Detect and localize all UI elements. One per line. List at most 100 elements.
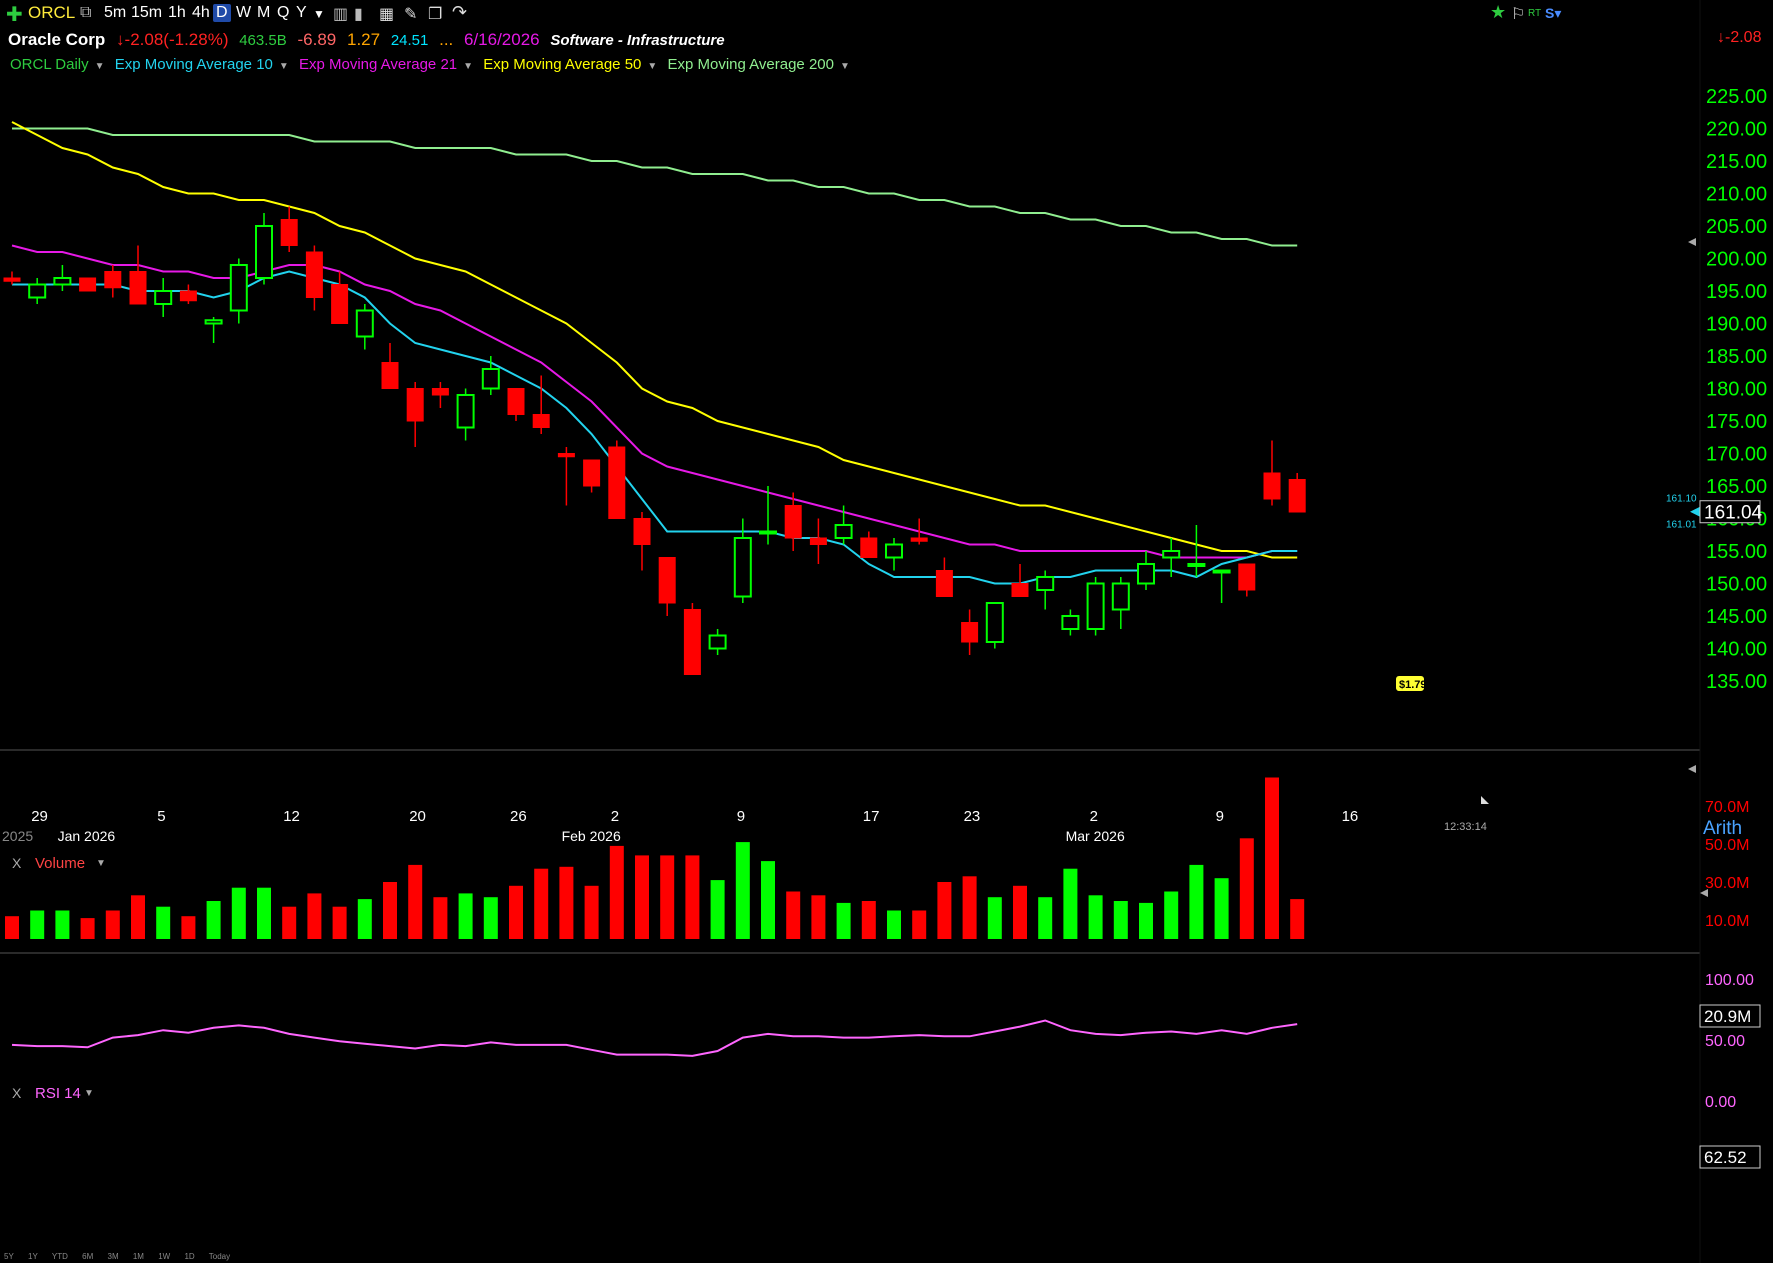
snapshot-icon[interactable]: ⧉ xyxy=(80,4,92,21)
chevron-down-icon[interactable]: ▼ xyxy=(647,61,658,72)
range-6m[interactable]: 6M xyxy=(82,1252,94,1261)
candle-body xyxy=(809,537,827,545)
volume-panel: X Volume ▼ 70.0M 50.0M 30.0M 10.0M 20.9M xyxy=(5,777,1761,1028)
interval-4h[interactable]: 4h xyxy=(192,4,210,21)
x-day-label: 9 xyxy=(737,808,745,825)
interval-dropdown-icon[interactable]: ▼ xyxy=(313,7,325,21)
share-icon[interactable]: ↷ xyxy=(452,2,468,22)
ellipsis[interactable]: ... xyxy=(439,30,454,49)
time-label: 12:33:14 xyxy=(1444,821,1487,833)
volume-bar xyxy=(55,910,70,939)
volume-bar xyxy=(710,880,725,939)
x-month-label: Jan 2026 xyxy=(58,828,116,844)
candle-body xyxy=(532,414,550,428)
add-icon[interactable]: ✚ xyxy=(6,4,23,26)
calculator-icon[interactable]: ▦ xyxy=(379,6,395,23)
chevron-down-icon[interactable]: ▼ xyxy=(94,61,105,72)
flag-icon[interactable]: ⚐ xyxy=(1511,6,1526,23)
interval-m[interactable]: M xyxy=(257,4,271,21)
interval-1h[interactable]: 1h xyxy=(168,4,186,21)
interval-w[interactable]: W xyxy=(236,4,252,21)
interval-15m[interactable]: 15m xyxy=(131,4,163,21)
ema21-line xyxy=(11,244,1298,559)
volume-bar xyxy=(1088,895,1103,939)
volume-last-box xyxy=(1699,1004,1761,1028)
volume-bar xyxy=(105,910,120,939)
volume-bar xyxy=(534,868,549,939)
x-day-label: 5 xyxy=(157,808,165,825)
symbol-input[interactable]: ORCL xyxy=(28,3,76,22)
dividend-label: $1.79 xyxy=(1399,679,1427,691)
x-month-label: Feb 2026 xyxy=(562,828,621,844)
volume-bar xyxy=(937,882,952,939)
candle-body xyxy=(431,388,449,396)
volume-bar xyxy=(383,882,397,939)
indicator-ema50[interactable]: Exp Moving Average 50 xyxy=(483,56,642,73)
indicator-ema200[interactable]: Exp Moving Average 200 xyxy=(667,56,834,73)
range-today[interactable]: Today xyxy=(208,1252,231,1261)
volume-bar xyxy=(836,902,851,939)
price-tick-label: 150.00 xyxy=(1706,574,1767,596)
interval-q[interactable]: Q xyxy=(277,4,290,21)
price-label-small: 161.10 xyxy=(1666,494,1697,505)
stat-2: 1.27 xyxy=(346,30,381,49)
draw-icon[interactable]: ✎ xyxy=(404,6,418,23)
candle-body xyxy=(53,277,72,286)
interval-y[interactable]: Y xyxy=(296,4,307,21)
candle-body xyxy=(759,530,777,535)
range-3m[interactable]: 3M xyxy=(107,1252,119,1261)
volume-bar xyxy=(509,885,523,939)
price-tick-label: 180.00 xyxy=(1706,379,1767,401)
change-percent: (-1.28%) xyxy=(163,30,229,49)
volume-bar xyxy=(635,855,649,939)
candle-body xyxy=(1162,550,1181,559)
ema10-line xyxy=(12,270,1298,585)
volume-bar xyxy=(1139,902,1153,939)
realtime-icon[interactable]: RT xyxy=(1528,8,1542,19)
rsi-line xyxy=(11,1019,1298,1057)
scroll-marker-icon xyxy=(1700,889,1708,897)
price-tick-label: 145.00 xyxy=(1706,606,1767,628)
range-5y[interactable]: 5Y xyxy=(4,1252,14,1261)
volume-bar xyxy=(1214,878,1229,939)
range-ytd[interactable]: YTD xyxy=(51,1252,68,1261)
candle-body xyxy=(733,537,752,598)
range-1y[interactable]: 1Y xyxy=(28,1252,38,1261)
volume-tick-label: 50.0M xyxy=(1705,837,1749,854)
volume-bar xyxy=(80,918,95,939)
volume-bar xyxy=(1239,838,1254,939)
range-1w[interactable]: 1W xyxy=(158,1252,171,1261)
indicator-ema21[interactable]: Exp Moving Average 21 xyxy=(298,56,458,73)
chevron-down-icon[interactable]: ▼ xyxy=(463,61,474,72)
earnings-date: 6/16/2026 xyxy=(464,30,540,49)
range-1m[interactable]: 1M xyxy=(132,1252,144,1261)
candle-body xyxy=(456,394,475,429)
x-day-label: 12 xyxy=(283,808,300,825)
candle-body xyxy=(583,459,601,487)
volume-bar xyxy=(458,893,473,939)
volume-bar xyxy=(1113,901,1128,939)
interval-d[interactable]: D xyxy=(213,4,231,22)
x-day-label: 17 xyxy=(863,808,880,825)
chart-type-icon[interactable]: ▥ xyxy=(333,6,349,23)
price-tick-label: 170.00 xyxy=(1706,444,1767,466)
indicator-ema10[interactable]: Exp Moving Average 10 xyxy=(114,56,273,73)
volume-tick-label: 10.0M xyxy=(1705,913,1749,930)
star-icon[interactable]: ★ xyxy=(1490,2,1507,22)
rsi-last-label: 62.52 xyxy=(1704,1148,1747,1167)
settings-icon[interactable]: S▾ xyxy=(1545,5,1562,21)
chevron-down-icon[interactable]: ▼ xyxy=(839,61,850,72)
bars-icon[interactable]: ▮ xyxy=(354,6,363,23)
indicator-main[interactable]: ORCL Daily xyxy=(10,56,89,73)
volume-bar xyxy=(962,876,977,939)
layers-icon[interactable]: ❐ xyxy=(428,6,443,23)
volume-bar xyxy=(811,895,826,939)
range-1d[interactable]: 1D xyxy=(184,1252,195,1261)
interval-5m[interactable]: 5m xyxy=(104,4,127,21)
candle-body xyxy=(608,446,626,519)
chevron-down-icon[interactable]: ▼ xyxy=(278,61,289,72)
market-cap: 463.5B xyxy=(239,32,287,49)
volume-bar xyxy=(357,899,372,939)
volume-bar xyxy=(761,861,775,939)
